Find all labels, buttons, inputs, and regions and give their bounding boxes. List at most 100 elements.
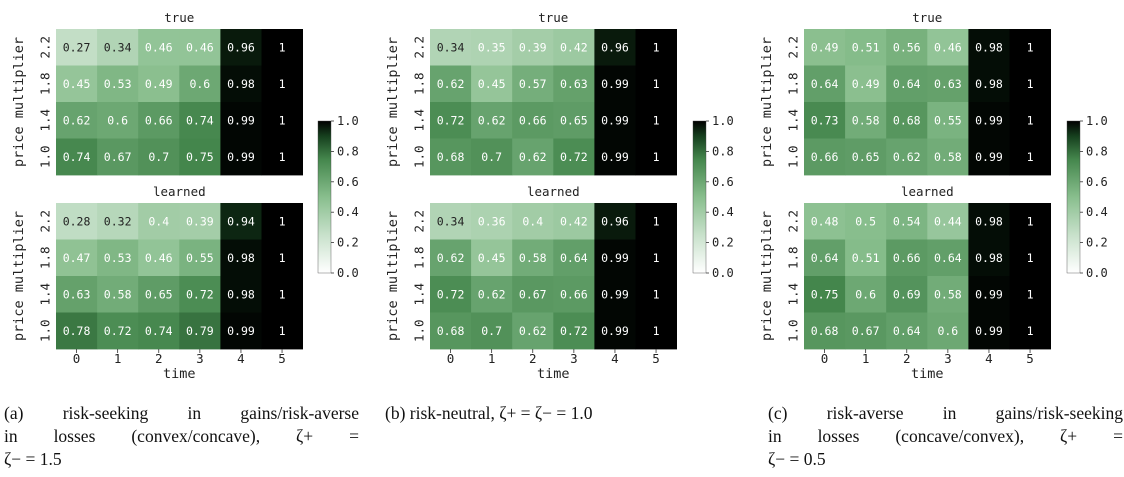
cell-label: 0.47: [63, 251, 91, 265]
heatmap-cell: [553, 312, 595, 350]
caption-line: (a) risk-seeking in gains/risk-averse: [4, 403, 359, 423]
y-tick-label: 1.4: [38, 109, 53, 132]
heatmap-cell: [553, 138, 595, 176]
heatmap-cell: [220, 276, 262, 313]
heatmap-cell: [179, 65, 221, 103]
colorbar-tick-label: 0.6: [712, 175, 734, 189]
y-axis-label: price multiplier: [11, 37, 27, 167]
x-tick-label: 0: [821, 351, 829, 366]
heatmap-cell: [261, 312, 303, 350]
heatmap-cell: [845, 138, 887, 176]
heatmap-cell: [886, 102, 928, 139]
colorbar-tick-label: 1.0: [337, 114, 359, 128]
cell-label: 0.46: [186, 40, 214, 54]
heatmap-cell: [179, 138, 221, 176]
heatmap-cell: [220, 138, 262, 176]
heatmap-cell: [968, 138, 1010, 176]
heatmap-cell: [179, 312, 221, 350]
heatmap-cell: [430, 102, 472, 139]
heatmap-cell: [261, 276, 303, 313]
x-tick-label: 2: [529, 351, 537, 366]
cell-label: 1: [279, 214, 286, 228]
cell-label: 0.74: [145, 324, 173, 338]
heatmap-cell: [635, 29, 677, 66]
cell-label: 0.68: [893, 113, 921, 127]
cell-label: 0.62: [478, 287, 506, 301]
heatmap-cell: [138, 29, 180, 66]
subplot-title: learned: [153, 184, 206, 199]
heatmap-cell: [430, 239, 472, 277]
cell-label: 0.45: [478, 251, 506, 265]
x-axis-label: time: [537, 366, 570, 382]
y-tick-label: 1.4: [786, 283, 801, 306]
cell-label: 0.62: [478, 113, 506, 127]
y-tick-label: 2.2: [38, 210, 53, 233]
heatmap-cell: [220, 312, 262, 350]
cell-label: 0.79: [186, 324, 214, 338]
cell-label: 0.94: [227, 214, 255, 228]
heatmap-cell: [594, 203, 636, 240]
cell-label: 1: [1027, 40, 1034, 54]
colorbar-tick-label: 0.8: [1086, 144, 1108, 158]
cell-label: 0.75: [811, 287, 839, 301]
heatmap-cell: [512, 276, 554, 313]
cell-label: 0.51: [852, 251, 880, 265]
y-tick-label: 1.0: [412, 319, 427, 342]
subplot-title: true: [912, 10, 942, 25]
cell-label: 0.99: [227, 113, 255, 127]
cell-label: 0.66: [519, 113, 547, 127]
heatmap-cell: [804, 312, 846, 350]
heatmap-cell: [635, 65, 677, 103]
y-tick-label: 2.2: [786, 36, 801, 59]
subplot-title: true: [164, 10, 194, 25]
cell-label: 0.98: [975, 40, 1003, 54]
heatmap-cell: [927, 203, 969, 240]
heatmap-cell: [512, 65, 554, 103]
y-axis-label: price multiplier: [759, 211, 775, 341]
colorbar-tick-label: 0.2: [712, 236, 734, 250]
heatmap-cell: [594, 276, 636, 313]
heatmap-cell: [512, 29, 554, 66]
cell-label: 0.64: [934, 251, 962, 265]
cell-label: 0.67: [519, 287, 547, 301]
cell-label: 0.5: [855, 214, 876, 228]
cell-label: 1: [279, 251, 286, 265]
heatmap-cell: [968, 239, 1010, 277]
heatmap-cell: [927, 276, 969, 313]
heatmap-cell: [471, 276, 513, 313]
cell-label: 0.99: [975, 150, 1003, 164]
cell-label: 0.96: [227, 40, 255, 54]
x-tick-label: 3: [196, 351, 204, 366]
heatmap-cell: [430, 276, 472, 313]
colorbar-tick-label: 0.2: [337, 236, 359, 250]
heatmap-cell: [635, 203, 677, 240]
y-tick-label: 1.4: [412, 109, 427, 132]
cell-label: 0.58: [934, 150, 962, 164]
cell-label: 0.98: [227, 251, 255, 265]
cell-label: 0.99: [227, 150, 255, 164]
y-tick-label: 2.2: [786, 210, 801, 233]
heatmap-cell: [179, 203, 221, 240]
cell-label: 0.65: [560, 113, 588, 127]
heatmap-cell: [1009, 102, 1051, 139]
caption-line: in losses (concave/convex), ζ+ =: [768, 426, 1123, 446]
cell-label: 0.46: [145, 40, 173, 54]
x-tick-label: 2: [903, 351, 911, 366]
cell-label: 0.35: [478, 40, 506, 54]
cell-label: 0.48: [811, 214, 839, 228]
x-tick-label: 1: [114, 351, 122, 366]
cell-label: 0.65: [852, 150, 880, 164]
cell-label: 0.99: [601, 150, 629, 164]
heatmap-cell: [845, 65, 887, 103]
cell-label: 0.74: [186, 113, 214, 127]
y-tick-label: 1.8: [412, 72, 427, 95]
heatmap-cell: [927, 65, 969, 103]
cell-label: 0.75: [186, 150, 214, 164]
cell-label: 0.99: [601, 251, 629, 265]
heatmap-cell: [968, 276, 1010, 313]
cell-label: 0.7: [481, 150, 502, 164]
cell-label: 0.53: [104, 77, 132, 91]
cell-label: 1: [1027, 251, 1034, 265]
heatmap-cell: [138, 312, 180, 350]
